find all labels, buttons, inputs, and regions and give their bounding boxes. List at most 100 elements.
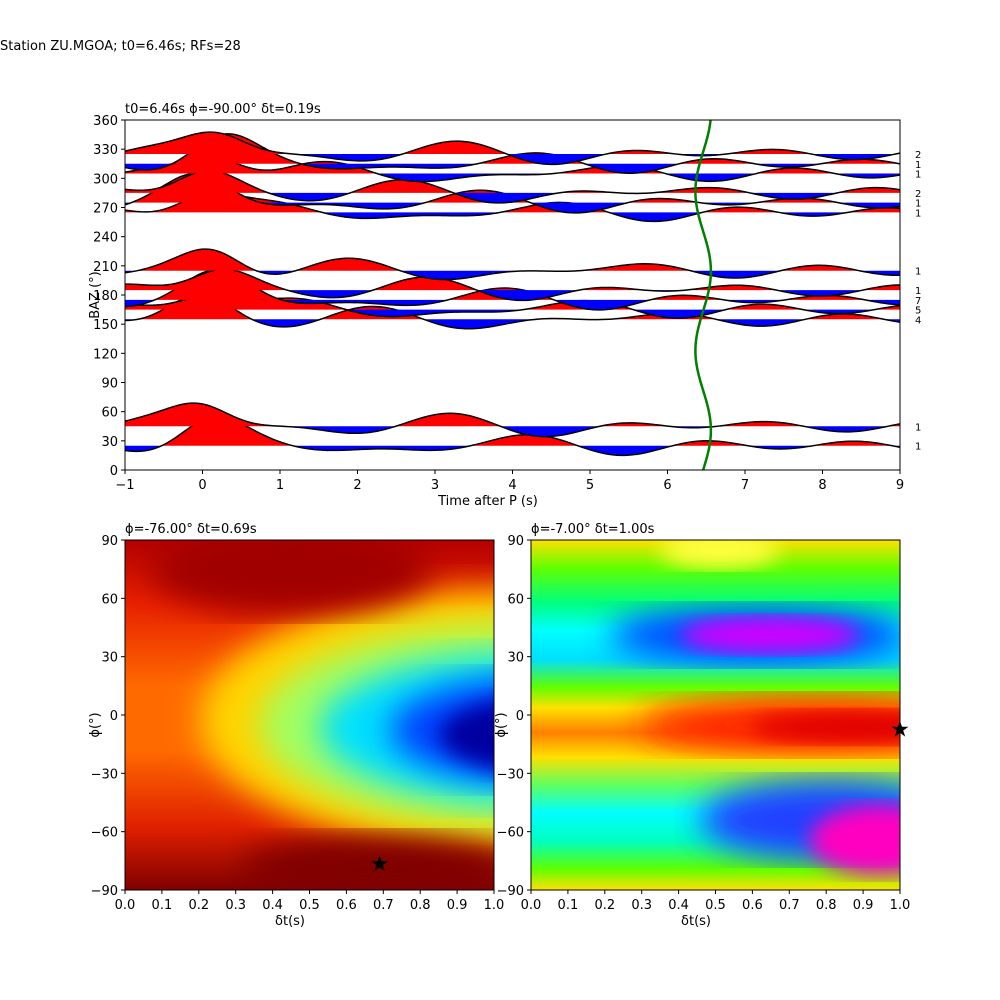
heatmap-y-tick-label: 90 (101, 534, 118, 549)
rf-y-ticks: 0 30 60 90 120 150 180 210 240 270 300 330 360 (93, 114, 125, 479)
heatmap-right-x-ticks: 0.0 0.1 0.2 0.3 0.4 0.5 0.6 0.7 0.8 0.9 1.0 (521, 890, 911, 913)
rf-x-tick-label: 0 (198, 478, 206, 493)
rf-y-tick-label: 0 (110, 464, 118, 479)
heatmap-left-image (125, 540, 494, 890)
rf-trace-negative-fill (125, 426, 900, 437)
t0-curve (694, 120, 713, 470)
rf-trace-count: 7 (915, 296, 921, 307)
rf-trace-line (125, 192, 900, 223)
rf-y-tick-label: 240 (93, 231, 118, 246)
rf-trace-positive-fill (125, 294, 900, 310)
heatmap-x-tick-label: 0.3 (631, 898, 652, 913)
rf-trace-negative-fill (125, 212, 900, 222)
rf-trace-line (125, 402, 900, 438)
heatmap-left-x-label: δt(s) (275, 914, 305, 929)
heatmap-y-tick-label: −60 (91, 826, 118, 841)
rf-trace-negative-fill (125, 192, 900, 203)
heatmap-left-best-star: ★ (370, 852, 390, 877)
rf-trace-line (125, 169, 900, 204)
rf-trace-negative-fill (125, 299, 900, 310)
rf-y-tick-label: 90 (101, 377, 118, 392)
rf-trace-negative-fill (125, 270, 900, 280)
heatmap-x-tick-label: 0.2 (594, 898, 615, 913)
heatmap-x-tick-label: 0.0 (115, 898, 136, 913)
rf-trace-line (125, 248, 900, 281)
figure-suptitle: Station ZU.MGOA; t0=6.46s; RFs=28 (0, 39, 241, 54)
heatmap-x-tick-label: 0.4 (262, 898, 283, 913)
heatmap-x-tick-label: 1.0 (890, 898, 911, 913)
heatmap-y-tick-label: −60 (497, 826, 524, 841)
heatmap-x-tick-label: 0.2 (188, 898, 209, 913)
heatmap-x-tick-label: 0.9 (853, 898, 874, 913)
heatmap-y-tick-label: 30 (507, 651, 524, 666)
heatmap-left: ϕ=-76.00° δt=0.69s 0.0 0.1 0.2 0.3 0.4 0.5 0.6… (88, 522, 504, 929)
rf-x-tick-label: 5 (586, 478, 594, 493)
rf-x-label: Time after P (s) (437, 494, 538, 509)
rf-trace-line (125, 293, 900, 330)
heatmap-right: ϕ=-7.00° δt=1.00s 0.0 0.1 0.2 0.3 0.4 0.5 0.6 0… (494, 522, 911, 929)
heatmap-x-tick-label: 0.7 (779, 898, 800, 913)
heatmap-y-tick-label: −30 (91, 767, 118, 782)
rf-trace-negative-fill (125, 163, 900, 174)
rf-trace-positive-fill (125, 269, 900, 291)
heatmap-right-y-label: ϕ(°) (494, 712, 509, 737)
rf-y-label: BAZ (°) (88, 271, 103, 319)
heatmap-x-tick-label: 0.6 (336, 898, 357, 913)
heatmap-x-tick-label: 0.8 (410, 898, 431, 913)
rf-trace-count: 1 (915, 160, 921, 171)
heatmap-x-tick-label: 0.7 (373, 898, 394, 913)
rf-panel-title: t0=6.46s ϕ=-90.00° δt=0.19s (125, 102, 321, 117)
rf-x-tick-label: 8 (818, 478, 826, 493)
rf-x-tick-label: 3 (431, 478, 439, 493)
rf-x-tick-label: 9 (896, 478, 904, 493)
rf-trace-line (125, 415, 900, 457)
rf-trace-negative-fill (125, 173, 900, 182)
rf-x-tick-label: 1 (276, 478, 284, 493)
rf-panel: t0=6.46s ϕ=-90.00° δt=0.19s −1 0 1 2 3 4 5 6 7 8 9… (88, 102, 921, 509)
rf-trace-line (125, 156, 900, 183)
rf-trace-count: 1 (915, 442, 921, 453)
rf-x-ticks: −1 0 1 2 3 4 5 6 7 8 9 (115, 470, 904, 493)
heatmap-x-tick-label: 0.9 (447, 898, 468, 913)
heatmap-x-tick-label: 0.3 (225, 898, 246, 913)
rf-trace-count: 4 (915, 315, 921, 326)
rf-trace-line (125, 268, 900, 302)
rf-y-tick-label: 120 (93, 347, 118, 362)
rf-y-tick-label: 60 (101, 406, 118, 421)
rf-y-tick-label: 300 (93, 172, 118, 187)
heatmap-y-tick-label: 60 (507, 592, 524, 607)
rf-trace-count: 1 (915, 199, 921, 210)
heatmap-x-tick-label: 0.5 (705, 898, 726, 913)
rf-y-tick-label: 30 (101, 435, 118, 450)
rf-trace-count: 1 (915, 267, 921, 278)
rf-y-tick-label: 330 (93, 143, 118, 158)
rf-x-tick-label: 2 (353, 478, 361, 493)
heatmap-y-tick-label: −90 (91, 884, 118, 899)
heatmap-x-tick-label: 0.4 (668, 898, 689, 913)
heatmap-y-tick-label: 0 (110, 709, 118, 724)
heatmap-left-x-ticks: 0.0 0.1 0.2 0.3 0.4 0.5 0.6 0.7 0.8 0.9 1.0 (115, 890, 504, 913)
heatmap-x-tick-label: 0.6 (742, 898, 763, 913)
rf-trace-count: 5 (915, 306, 921, 317)
heatmap-right-x-label: δt(s) (681, 914, 711, 929)
heatmap-right-title: ϕ=-7.00° δt=1.00s (531, 522, 655, 537)
rf-traces (125, 131, 900, 457)
rf-trace-negative-fill (125, 319, 900, 329)
rf-x-tick-label: 7 (741, 478, 749, 493)
heatmap-x-tick-label: 0.0 (521, 898, 542, 913)
heatmap-x-tick-label: 0.8 (816, 898, 837, 913)
heatmap-x-tick-label: 0.1 (558, 898, 579, 913)
heatmap-y-tick-label: 90 (507, 534, 524, 549)
rf-trace-positive-fill (125, 416, 900, 446)
heatmap-right-image (531, 540, 900, 890)
rf-trace-count: 1 (915, 422, 921, 433)
heatmap-y-tick-label: 60 (101, 592, 118, 607)
rf-trace-count: 1 (915, 286, 921, 297)
rf-x-tick-label: −1 (115, 478, 134, 493)
rf-trace-positive-fill (125, 132, 900, 155)
heatmap-right-y-ticks: −90 −60 −30 0 30 60 90 (497, 534, 531, 899)
rf-trace-count: 2 (915, 189, 921, 200)
heatmap-left-y-label: ϕ(°) (88, 712, 103, 737)
